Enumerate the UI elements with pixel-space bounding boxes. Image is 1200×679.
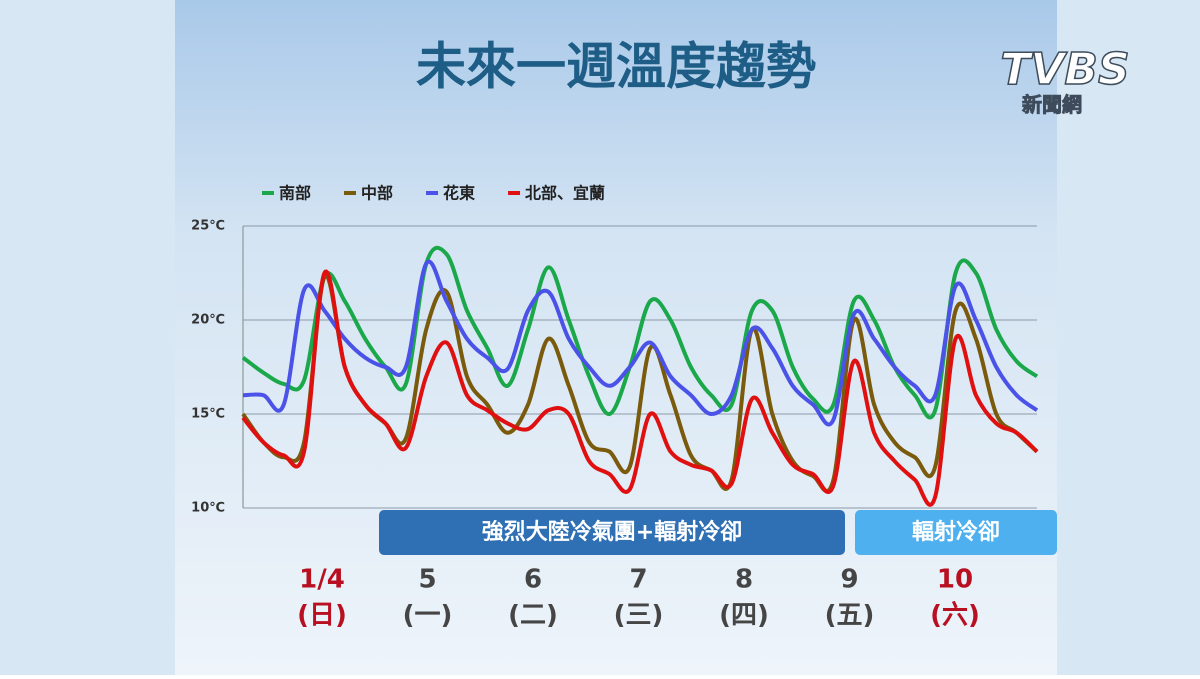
annotation-text: 輻射冷卻	[912, 519, 1000, 545]
logo: TVBS	[1000, 44, 1129, 95]
day-date: 9	[840, 565, 858, 595]
series-line	[242, 259, 1039, 427]
day-date: 1/4	[299, 565, 345, 595]
day-weekday: (一)	[403, 601, 453, 631]
logo-subtitle: 新聞網	[1022, 93, 1082, 117]
y-tick-label: 25℃	[191, 219, 225, 234]
day-date: 5	[418, 565, 436, 595]
annotation-text: 強烈大陸冷氣團+輻射冷卻	[482, 519, 742, 545]
day-weekday: (四)	[719, 601, 769, 631]
day-date: 6	[524, 565, 542, 595]
day-date: 8	[735, 565, 753, 595]
y-tick-label: 10℃	[191, 501, 225, 516]
day-date: 7	[629, 565, 647, 595]
series-line	[241, 269, 1039, 507]
legend-label: 北部、宜蘭	[525, 184, 605, 203]
y-tick-label: 20℃	[191, 313, 225, 328]
day-weekday: (日)	[297, 601, 347, 631]
day-weekday: (五)	[825, 601, 875, 631]
day-date: 10	[937, 565, 973, 595]
legend-label: 中部	[361, 184, 393, 203]
legend-label: 花東	[443, 184, 475, 203]
annotation-band	[379, 510, 845, 555]
annotation-band	[855, 510, 1057, 555]
y-tick-label: 15℃	[191, 407, 225, 422]
series-line	[241, 245, 1039, 420]
day-weekday: (二)	[508, 601, 558, 631]
day-weekday: (六)	[930, 601, 980, 631]
day-weekday: (三)	[614, 601, 664, 631]
panel	[175, 0, 1057, 675]
chart-title: 未來一週溫度趨勢	[416, 38, 816, 96]
legend-label: 南部	[279, 184, 311, 203]
